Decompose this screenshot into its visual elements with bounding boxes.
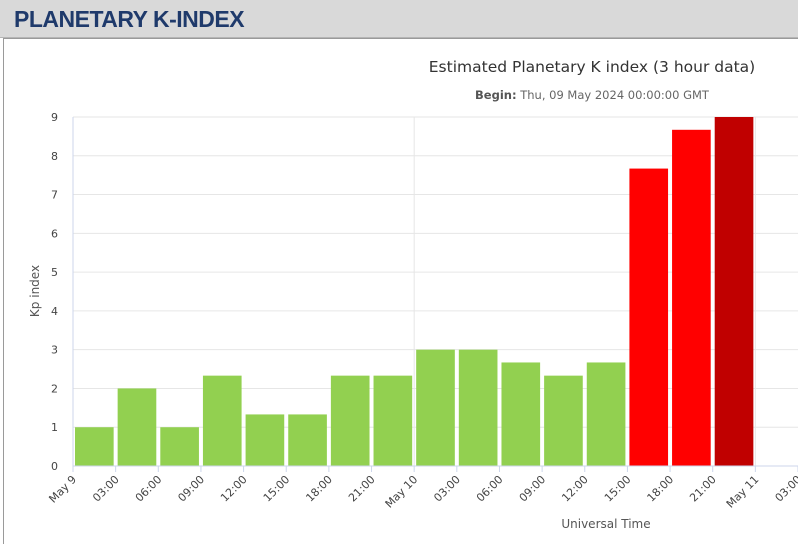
y-tick-label: 9 xyxy=(51,111,58,124)
kp-bar[interactable] xyxy=(629,168,669,466)
kp-bar[interactable] xyxy=(245,414,285,466)
kp-bar[interactable] xyxy=(458,349,498,466)
page-title: PLANETARY K-INDEX xyxy=(14,6,245,32)
kp-bar[interactable] xyxy=(714,117,754,466)
x-tick-label: 18:00 xyxy=(645,473,677,505)
y-axis-title: Kp index xyxy=(28,265,42,317)
y-tick-label: 5 xyxy=(51,266,58,279)
x-tick-label: 21:00 xyxy=(346,473,378,505)
y-tick-label: 6 xyxy=(51,227,58,240)
kp-bar[interactable] xyxy=(586,362,626,466)
x-tick-label: 03:00 xyxy=(90,473,122,505)
subtitle-label: Begin: xyxy=(475,88,517,102)
kp-bar[interactable] xyxy=(373,375,413,466)
kp-bar[interactable] xyxy=(75,427,114,466)
kp-bar[interactable] xyxy=(672,129,711,466)
x-tick-label: 06:00 xyxy=(474,473,506,505)
x-tick-label: 06:00 xyxy=(133,473,165,505)
chart-title: Estimated Planetary K index (3 hour data… xyxy=(429,58,755,76)
x-tick-label: May 11 xyxy=(724,473,762,511)
y-tick-label: 2 xyxy=(51,382,58,395)
x-tick-label: 18:00 xyxy=(303,473,335,505)
kp-bar[interactable] xyxy=(160,427,199,466)
x-tick-label: 03:00 xyxy=(431,473,463,505)
x-tick-label: 03:00 xyxy=(773,473,798,505)
x-tick-label: 12:00 xyxy=(559,473,591,505)
x-tick-label: May 10 xyxy=(383,473,421,511)
kp-bar[interactable] xyxy=(288,414,327,466)
x-tick-label: 09:00 xyxy=(175,473,207,505)
y-tick-label: 0 xyxy=(51,460,58,473)
kp-bar[interactable] xyxy=(330,375,370,466)
y-tick-label: 7 xyxy=(51,189,58,202)
x-axis-title: Universal Time xyxy=(561,517,650,531)
chart-subtitle: Begin: Thu, 09 May 2024 00:00:00 GMT xyxy=(475,88,710,102)
kp-bar[interactable] xyxy=(202,375,242,466)
y-tick-label: 1 xyxy=(51,421,58,434)
kp-bar[interactable] xyxy=(501,362,541,466)
x-tick-label: 09:00 xyxy=(517,473,549,505)
x-tick-label: 15:00 xyxy=(602,473,634,505)
kp-bar[interactable] xyxy=(117,388,157,466)
page-header: PLANETARY K-INDEX xyxy=(0,0,798,38)
x-tick-label: 21:00 xyxy=(687,473,719,505)
x-tick-label: May 9 xyxy=(46,473,79,506)
kp-bar[interactable] xyxy=(544,375,583,466)
kp-bar[interactable] xyxy=(416,349,455,466)
subtitle-value: Thu, 09 May 2024 00:00:00 GMT xyxy=(519,88,710,102)
y-tick-label: 8 xyxy=(51,150,58,163)
x-tick-label: 15:00 xyxy=(261,473,293,505)
bar-layer xyxy=(75,117,754,466)
y-tick-label: 3 xyxy=(51,344,58,357)
x-tick-label: 12:00 xyxy=(218,473,250,505)
y-tick-label: 4 xyxy=(51,305,58,318)
